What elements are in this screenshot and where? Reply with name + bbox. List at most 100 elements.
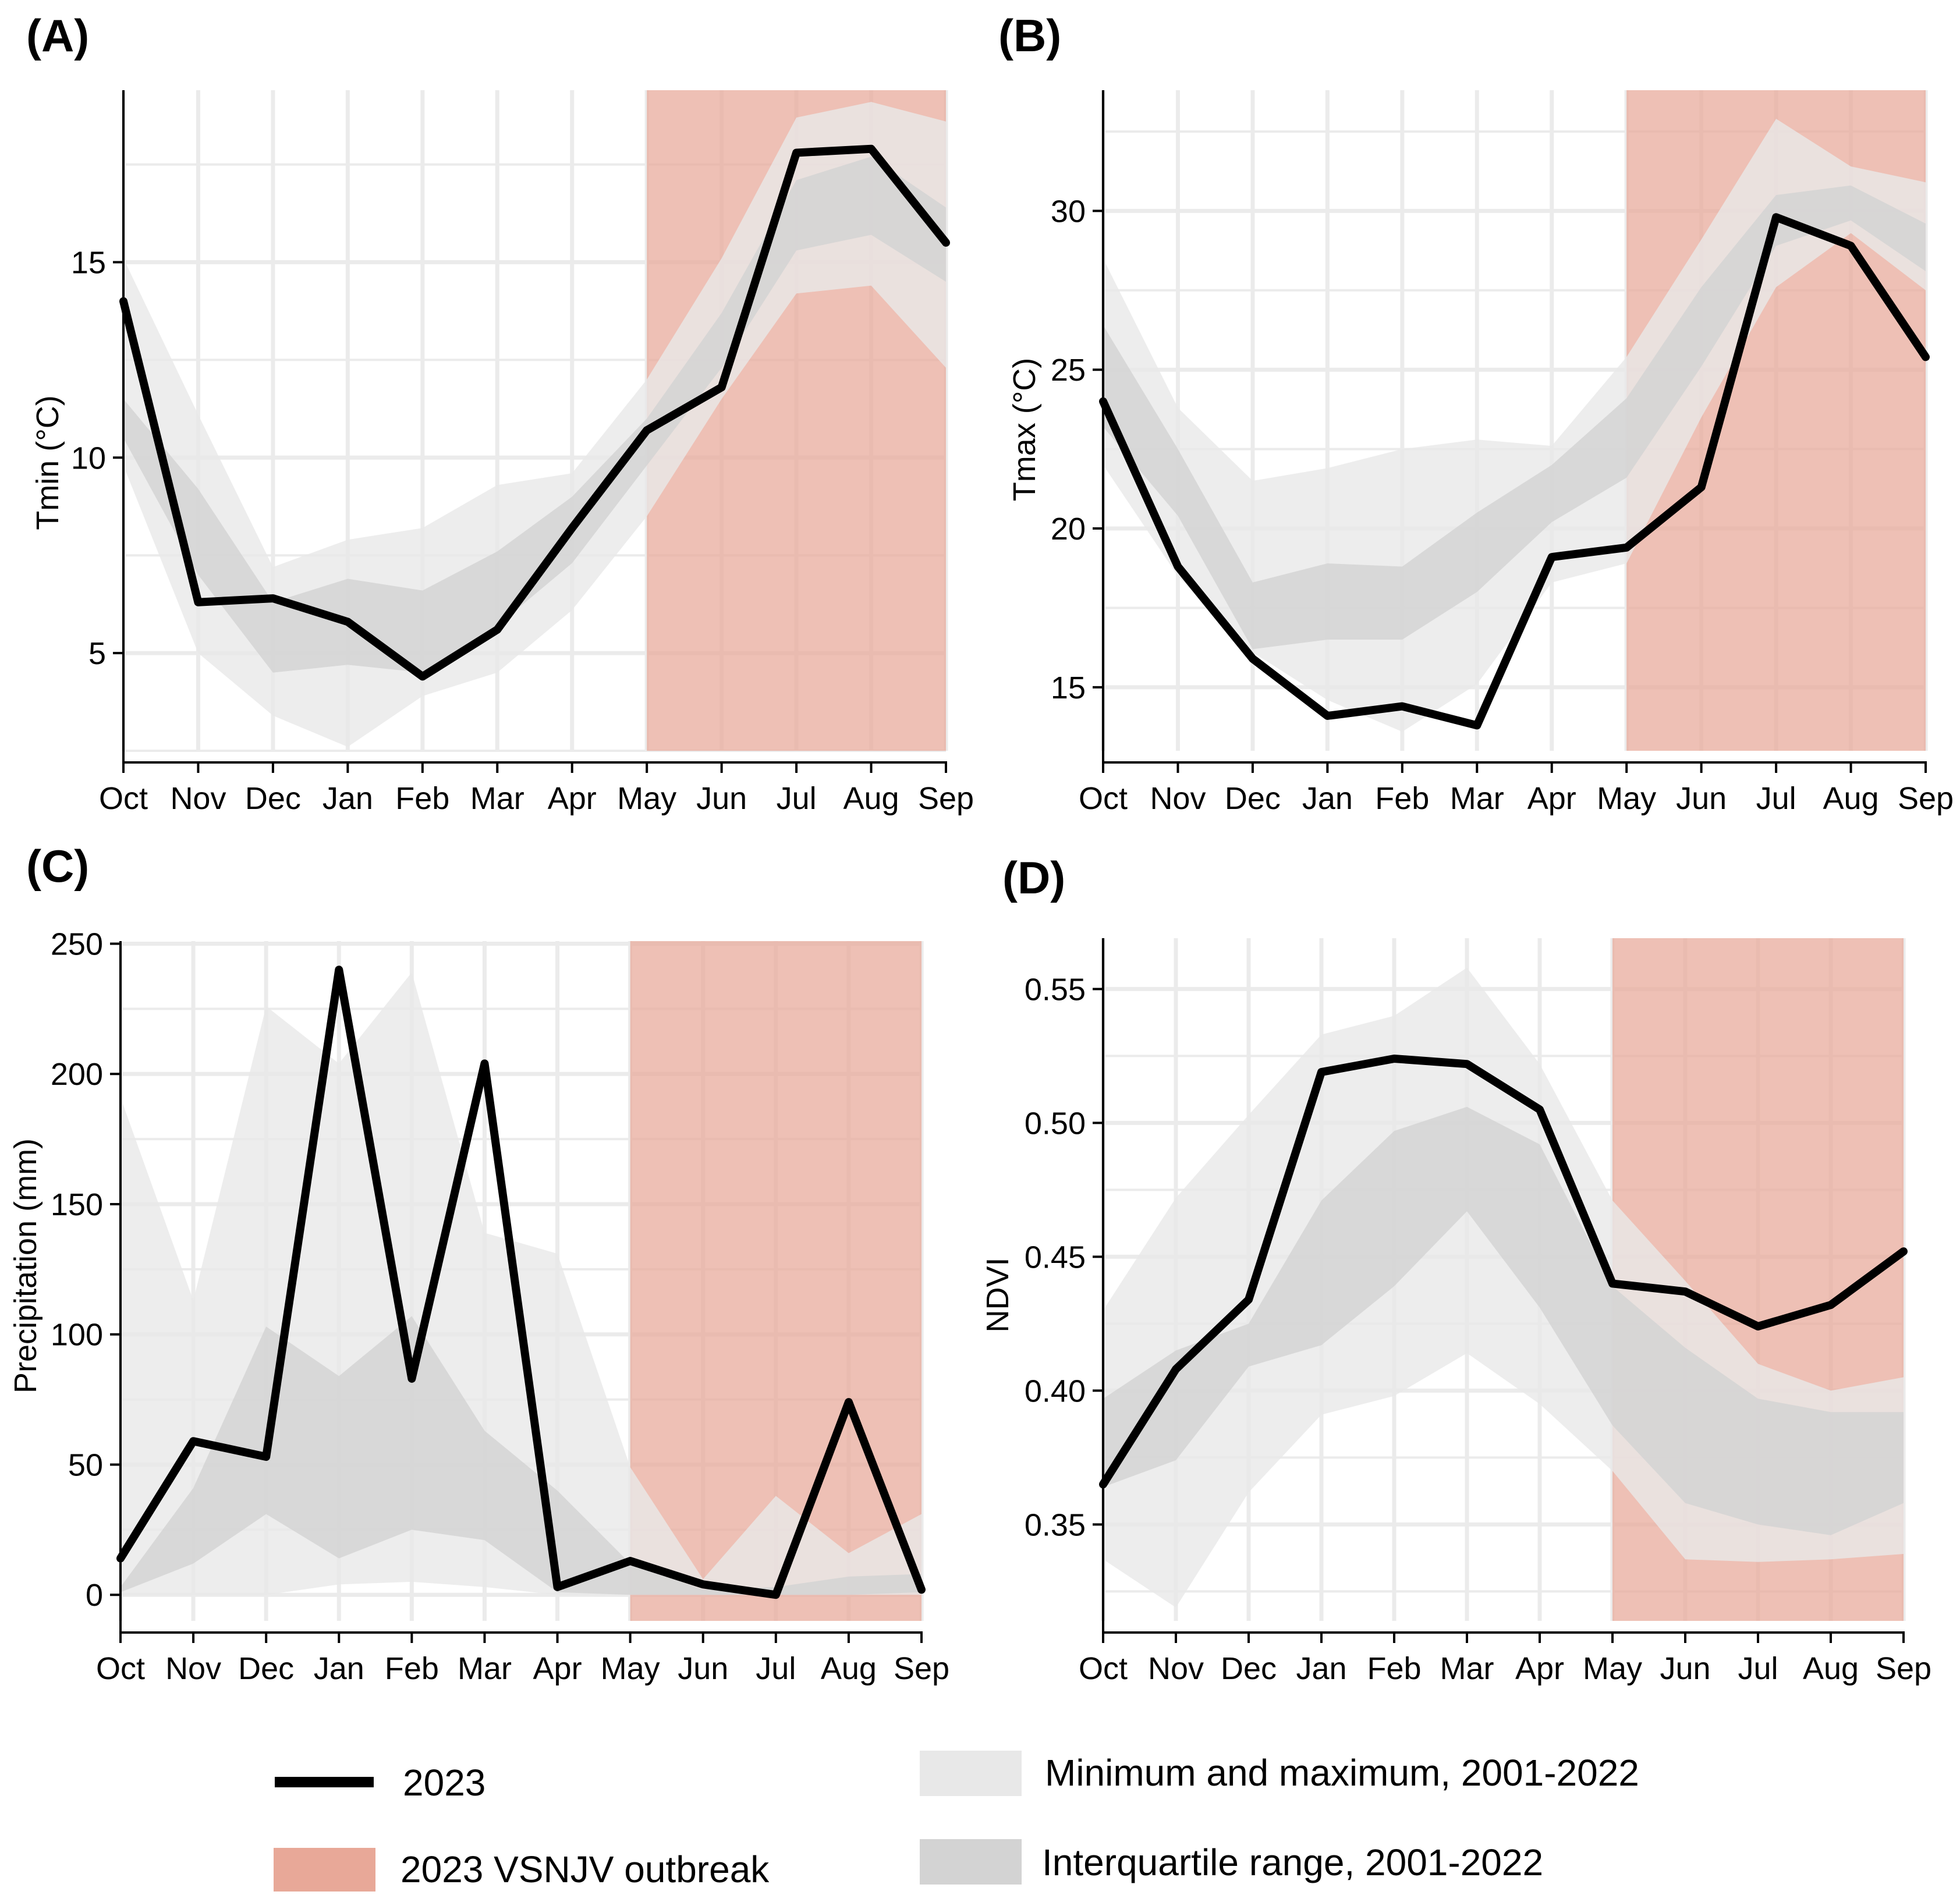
legend-item-outbreak: 2023 VSNJV outbreak [274, 1848, 770, 1892]
y-tick-label: 25 [1051, 353, 1086, 388]
x-tick-label: Aug [821, 1651, 877, 1686]
x-tick-label: Jul [1756, 781, 1796, 816]
x-tick-label: Sep [1898, 781, 1954, 816]
x-tick-label: Nov [165, 1651, 221, 1686]
x-tick-label: Dec [245, 781, 301, 816]
x-tick-label: Jun [678, 1651, 728, 1686]
x-tick-label: Jun [696, 781, 747, 816]
x-tick-label: Mar [1440, 1651, 1494, 1686]
y-tick-label: 150 [51, 1187, 103, 1222]
y-tick-label: 0.35 [1025, 1507, 1086, 1542]
x-tick-label: Nov [1148, 1651, 1204, 1686]
y-tick-label: 10 [71, 441, 106, 475]
x-tick-label: Dec [1225, 781, 1281, 816]
y-tick-label: 50 [68, 1447, 103, 1482]
panel-b: 15 20 25 30 Oct Nov Dec Jan Feb Mar Apr May Jun Jul Au… [998, 10, 1954, 816]
x-tick-label: Feb [395, 781, 449, 816]
legend-iqr-swatch [920, 1839, 1022, 1885]
y-tick-label: 0.40 [1025, 1374, 1086, 1408]
iqr-ribbon [1103, 185, 1926, 650]
iqr-ribbon [123, 157, 946, 673]
series-line-2023 [119, 144, 950, 681]
panel-label: (D) [1002, 852, 1065, 903]
legend-outbreak-swatch [274, 1848, 375, 1892]
x-tick-label: Mar [458, 1651, 512, 1686]
x-tick-label: Oct [96, 1651, 145, 1686]
x-tick-label: Apr [1527, 781, 1576, 816]
y-tick-label: 15 [71, 246, 106, 281]
x-tick-label: May [617, 781, 676, 816]
iqr-ribbon [120, 1316, 921, 1595]
x-tick-label: Mar [470, 781, 524, 816]
x-tick-label: Dec [238, 1651, 294, 1686]
panel-c: 0 50 100 150 200 250 Oct Nov Dec Jan Feb Mar Apr May J… [8, 840, 949, 1686]
legend: 2023 2023 VSNJV outbreak Minimum and max… [274, 1751, 1639, 1892]
x-tick-label: Dec [1221, 1651, 1277, 1686]
legend-item-minmax: Minimum and maximum, 2001-2022 [920, 1751, 1639, 1796]
y-tick-label: 250 [51, 927, 103, 961]
series-line-2023 [1099, 1055, 1908, 1489]
plot-area: 15 20 25 30 Oct Nov Dec Jan Feb Mar Apr May Jun Jul Au… [1051, 90, 1954, 816]
panel-label: (C) [26, 840, 89, 892]
x-tick-label: Jul [1738, 1651, 1778, 1686]
x-tick-label: Oct [1079, 781, 1128, 816]
legend-minmax-swatch [920, 1751, 1022, 1796]
y-axis-title: Tmax (°C) [1007, 358, 1042, 502]
legend-item-2023: 2023 [275, 1762, 485, 1804]
y-axis-title: NDVI [980, 1257, 1015, 1332]
x-tick-label: Oct [1079, 1651, 1128, 1686]
y-tick-label: 200 [51, 1057, 103, 1092]
x-tick-label: Jan [1296, 1651, 1346, 1686]
x-tick-label: Jul [777, 781, 817, 816]
y-tick-label: 0.45 [1025, 1240, 1086, 1275]
y-tick-label: 100 [51, 1318, 103, 1353]
x-tick-label: Feb [1367, 1651, 1421, 1686]
x-tick-label: Mar [1450, 781, 1504, 816]
x-tick-label: Aug [1803, 1651, 1859, 1686]
y-tick-label: 0.50 [1025, 1106, 1086, 1141]
y-tick-label: 0 [86, 1578, 103, 1613]
legend-item-iqr: Interquartile range, 2001-2022 [920, 1839, 1543, 1885]
x-tick-label: Aug [1823, 781, 1879, 816]
panel-label: (B) [998, 10, 1061, 61]
x-tick-label: Sep [1876, 1651, 1931, 1686]
legend-label-outbreak: 2023 VSNJV outbreak [400, 1848, 770, 1890]
series-line-2023 [116, 966, 926, 1599]
y-tick-label: 15 [1051, 670, 1086, 705]
y-axis-title: Tmin (°C) [30, 395, 65, 530]
y-tick-label: 30 [1051, 194, 1086, 229]
x-tick-label: Feb [385, 1651, 439, 1686]
x-tick-label: May [1583, 1651, 1642, 1686]
x-tick-label: Jan [1302, 781, 1353, 816]
x-tick-label: Jun [1660, 1651, 1710, 1686]
x-tick-label: Jun [1676, 781, 1727, 816]
x-tick-label: Apr [533, 1651, 582, 1686]
x-tick-label: Feb [1375, 781, 1429, 816]
y-tick-label: 0.55 [1025, 972, 1086, 1007]
plot-area: 0.35 0.40 0.45 0.50 0.55 Oct Nov Dec Jan Feb Mar Ap… [1025, 938, 1931, 1686]
y-axis-title: Precipitation (mm) [8, 1138, 43, 1393]
x-tick-label: Sep [894, 1651, 949, 1686]
x-tick-label: Nov [1150, 781, 1206, 816]
x-tick-label: Apr [1515, 1651, 1564, 1686]
x-tick-label: Apr [548, 781, 597, 816]
x-tick-label: Aug [843, 781, 899, 816]
series-line-2023 [1099, 213, 1930, 730]
legend-label-iqr: Interquartile range, 2001-2022 [1042, 1841, 1543, 1883]
plot-area: 0 50 100 150 200 250 Oct Nov Dec Jan Feb Mar Apr May J… [51, 927, 949, 1686]
x-tick-label: May [601, 1651, 660, 1686]
x-tick-label: Jan [322, 781, 373, 816]
x-tick-label: May [1597, 781, 1656, 816]
x-tick-label: Sep [918, 781, 974, 816]
y-tick-label: 20 [1051, 512, 1086, 547]
legend-label-2023: 2023 [403, 1762, 485, 1804]
panel-d: 0.35 0.40 0.45 0.50 0.55 Oct Nov Dec Jan Feb Mar Ap… [980, 852, 1931, 1686]
x-tick-label: Jul [756, 1651, 796, 1686]
iqr-ribbon [1103, 1106, 1904, 1535]
panel-label: (A) [26, 10, 89, 61]
legend-label-minmax: Minimum and maximum, 2001-2022 [1045, 1752, 1639, 1794]
panel-a: 5 10 15 Oct Nov Dec Jan Feb Mar Apr May Jun Jul Aug Se… [26, 10, 974, 816]
y-tick-label: 5 [88, 636, 106, 671]
x-tick-label: Jan [314, 1651, 364, 1686]
